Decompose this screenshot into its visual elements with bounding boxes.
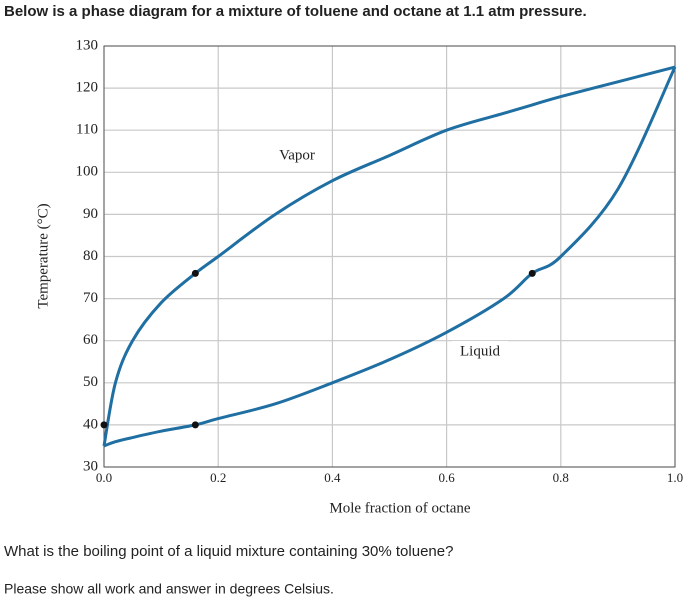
x-tick-label: 0.8: [553, 470, 569, 485]
curve-label-bg: [452, 341, 508, 363]
x-tick-label: 0.0: [96, 470, 112, 485]
y-tick-label: 120: [76, 80, 99, 96]
y-tick-label: 40: [83, 416, 98, 432]
question-text: Please show all work and answer in degre…: [4, 581, 334, 597]
data-point: [191, 421, 199, 429]
x-tick-label: 0.2: [210, 470, 226, 485]
x-tick-label: 1.0: [667, 470, 683, 485]
curve-label-bg: [269, 145, 325, 167]
data-point: [191, 269, 199, 277]
x-axis-label: Mole fraction of octane: [329, 500, 471, 516]
y-tick-label: 130: [76, 37, 99, 53]
question-text: What is the boiling point of a liquid mi…: [4, 543, 453, 560]
y-tick-label: 70: [83, 290, 98, 306]
y-tick-label: 80: [83, 248, 98, 264]
y-axis-label: Temperature (°C): [35, 203, 51, 308]
data-point: [100, 421, 108, 429]
x-tick-label: 0.6: [438, 470, 455, 485]
phase-curve: [102, 65, 676, 447]
phase-curve: [103, 66, 677, 448]
plot-frame: [103, 45, 676, 468]
y-tick-label: 50: [83, 374, 98, 390]
y-tick-label: 90: [83, 206, 98, 222]
y-tick-label: 100: [76, 164, 99, 180]
x-tick-label: 0.4: [324, 470, 341, 485]
curve-label: Vapor: [279, 147, 315, 163]
curve-label: Liquid: [460, 343, 500, 359]
data-point: [528, 269, 536, 277]
y-tick-label: 110: [76, 122, 98, 138]
y-tick-label: 60: [83, 332, 98, 348]
header-text: Below is a phase diagram for a mixture o…: [4, 3, 587, 20]
y-tick-label: 30: [83, 458, 98, 474]
